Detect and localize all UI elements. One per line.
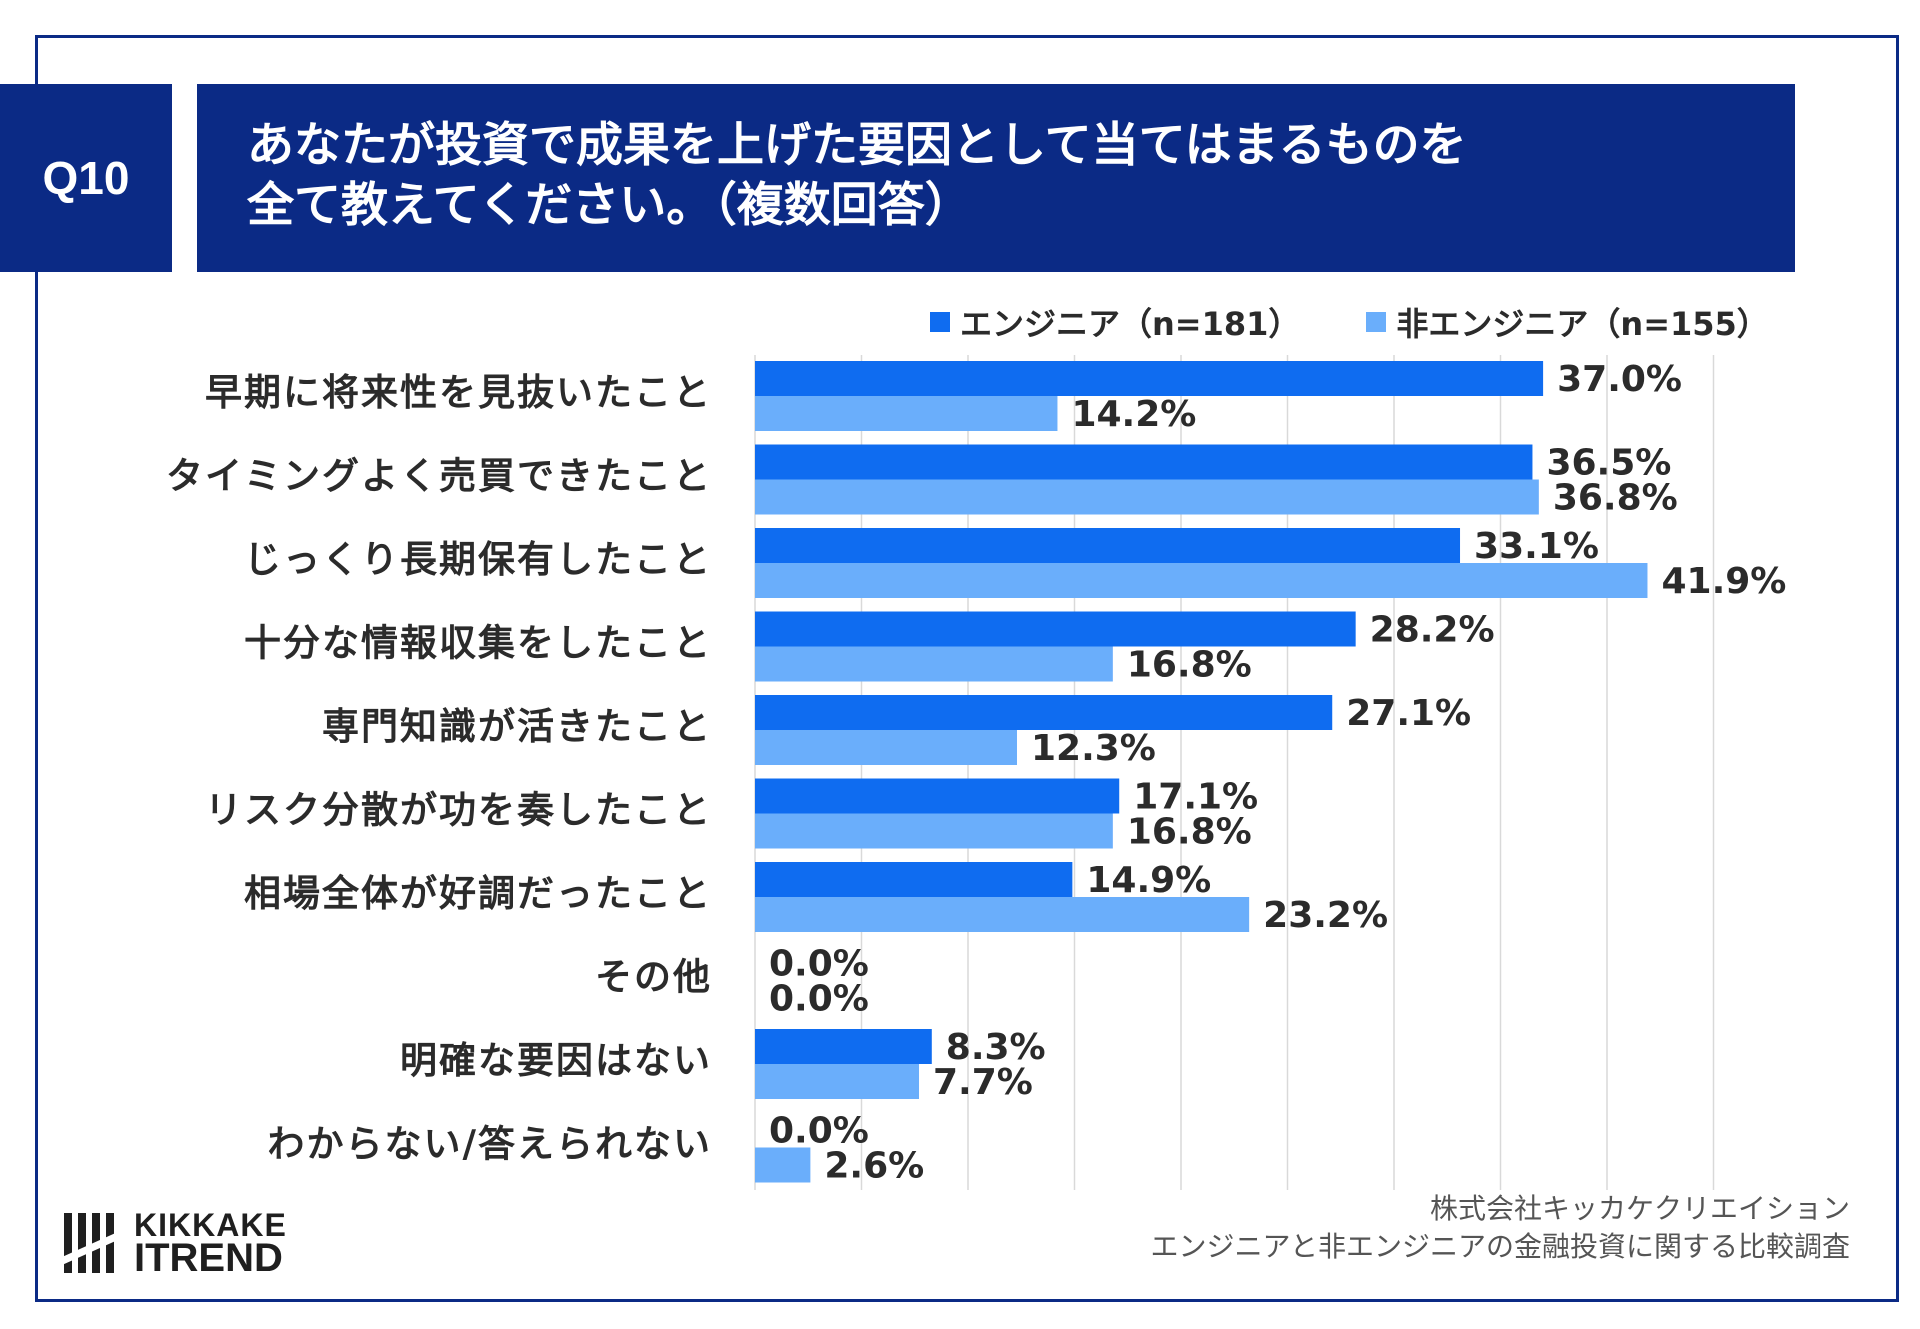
data-label: 8.3% — [946, 1027, 1046, 1068]
data-label: 23.2% — [1263, 895, 1388, 936]
legend-swatch-engineer — [930, 312, 950, 332]
data-label: 14.9% — [1086, 860, 1211, 901]
bar-non-engineer — [755, 730, 1017, 765]
data-label: 37.0% — [1557, 359, 1682, 400]
data-label: 14.2% — [1071, 394, 1196, 435]
legend-item-engineer: エンジニア（n=181） — [930, 299, 1300, 345]
bar-engineer — [755, 611, 1356, 647]
category-label: 明確な要因はない — [400, 1039, 712, 1082]
logo-line1: KIKKAKE — [134, 1207, 287, 1243]
data-label: 36.8% — [1553, 478, 1678, 519]
bar-engineer — [755, 528, 1461, 563]
category-label: わからない/答えられない — [267, 1123, 712, 1166]
logo-mark-icon — [62, 1213, 120, 1273]
category-label: タイミングよく売買できたこと — [166, 455, 712, 498]
category-label: 十分な情報収集をしたこと — [244, 622, 712, 665]
bar-non-engineer — [755, 897, 1250, 932]
bar-engineer — [755, 862, 1073, 897]
question-title-line2: 全て教えてください。（複数回答） — [247, 178, 972, 233]
data-label: 12.3% — [1031, 728, 1156, 769]
data-label: 2.6% — [824, 1146, 924, 1187]
brand-logo: KIKKAKE ITREND — [62, 1207, 287, 1280]
logo-line2: ITREND — [134, 1236, 283, 1280]
legend-swatch-non-engineer — [1366, 312, 1387, 332]
data-label: 0.0% — [769, 979, 869, 1020]
data-label: 28.2% — [1370, 610, 1495, 651]
category-label: 相場全体が好調だったこと — [244, 872, 712, 915]
data-labels: 37.0% 14.2% 36.5%36.8% 33.1% 41.9% 28.2% 16.8%… — [769, 359, 1786, 1187]
category-label: 早期に将来性を見抜いたこと — [205, 371, 712, 414]
bar-non-engineer — [755, 1147, 811, 1183]
bar-non-engineer — [755, 563, 1648, 598]
logo-wordmark: KIKKAKE ITREND — [134, 1207, 287, 1280]
bar-engineer — [755, 361, 1544, 396]
bar-engineer — [755, 695, 1333, 730]
bar-non-engineer — [755, 646, 1113, 682]
footer-company: 株式会社キッカケクリエイション — [1429, 1192, 1850, 1225]
data-label: 0.0% — [769, 944, 869, 985]
data-label: 27.1% — [1346, 693, 1471, 734]
bar-non-engineer — [755, 396, 1058, 431]
category-label: リスク分散が功を奏したこと — [205, 789, 712, 832]
legend-label-engineer: エンジニア（n=181） — [960, 305, 1301, 343]
bar-engineer — [755, 1029, 932, 1064]
footer-survey: エンジニアと非エンジニアの金融投資に関する比較調査 — [1150, 1230, 1850, 1263]
source-footer: 株式会社キッカケクリエイション エンジニアと非エンジニアの金融投資に関する比較調… — [1151, 1190, 1850, 1266]
chart-bars — [755, 361, 1648, 1183]
data-label: 0.0% — [769, 1111, 869, 1152]
chart-frame — [35, 35, 1899, 1302]
bar-non-engineer — [755, 1064, 920, 1099]
data-label: 41.9% — [1661, 561, 1786, 602]
category-labels: 早期に将来性を見抜いたことタイミングよく売買できたことじっくり長期保有したこと十… — [166, 371, 712, 1166]
category-label: 専門知識が活きたこと — [322, 705, 712, 748]
question-title: あなたが投資で成果を上げた要因として当てはまるものを 全て教えてください。（複数… — [197, 84, 1795, 272]
legend-label-non-engineer: 非エンジニア（n=155） — [1396, 305, 1769, 343]
data-label: 36.5% — [1546, 443, 1671, 484]
data-label: 33.1% — [1474, 526, 1599, 567]
category-label: じっくり長期保有したこと — [244, 538, 712, 581]
bar-non-engineer — [755, 479, 1539, 515]
bar-non-engineer — [755, 813, 1113, 849]
category-label: その他 — [595, 956, 712, 999]
question-title-line1: あなたが投資で成果を上げた要因として当てはまるものを — [247, 118, 1467, 173]
data-label: 16.8% — [1127, 812, 1252, 853]
data-label: 7.7% — [933, 1062, 1033, 1103]
bar-engineer — [755, 778, 1120, 814]
legend: エンジニア（n=181） 非エンジニア（n=155） — [930, 300, 1835, 344]
bar-engineer — [755, 444, 1533, 480]
data-label: 17.1% — [1133, 777, 1258, 818]
data-label: 16.8% — [1127, 645, 1252, 686]
question-tag: Q10 — [0, 84, 172, 272]
legend-item-non-engineer: 非エンジニア（n=155） — [1366, 299, 1769, 345]
